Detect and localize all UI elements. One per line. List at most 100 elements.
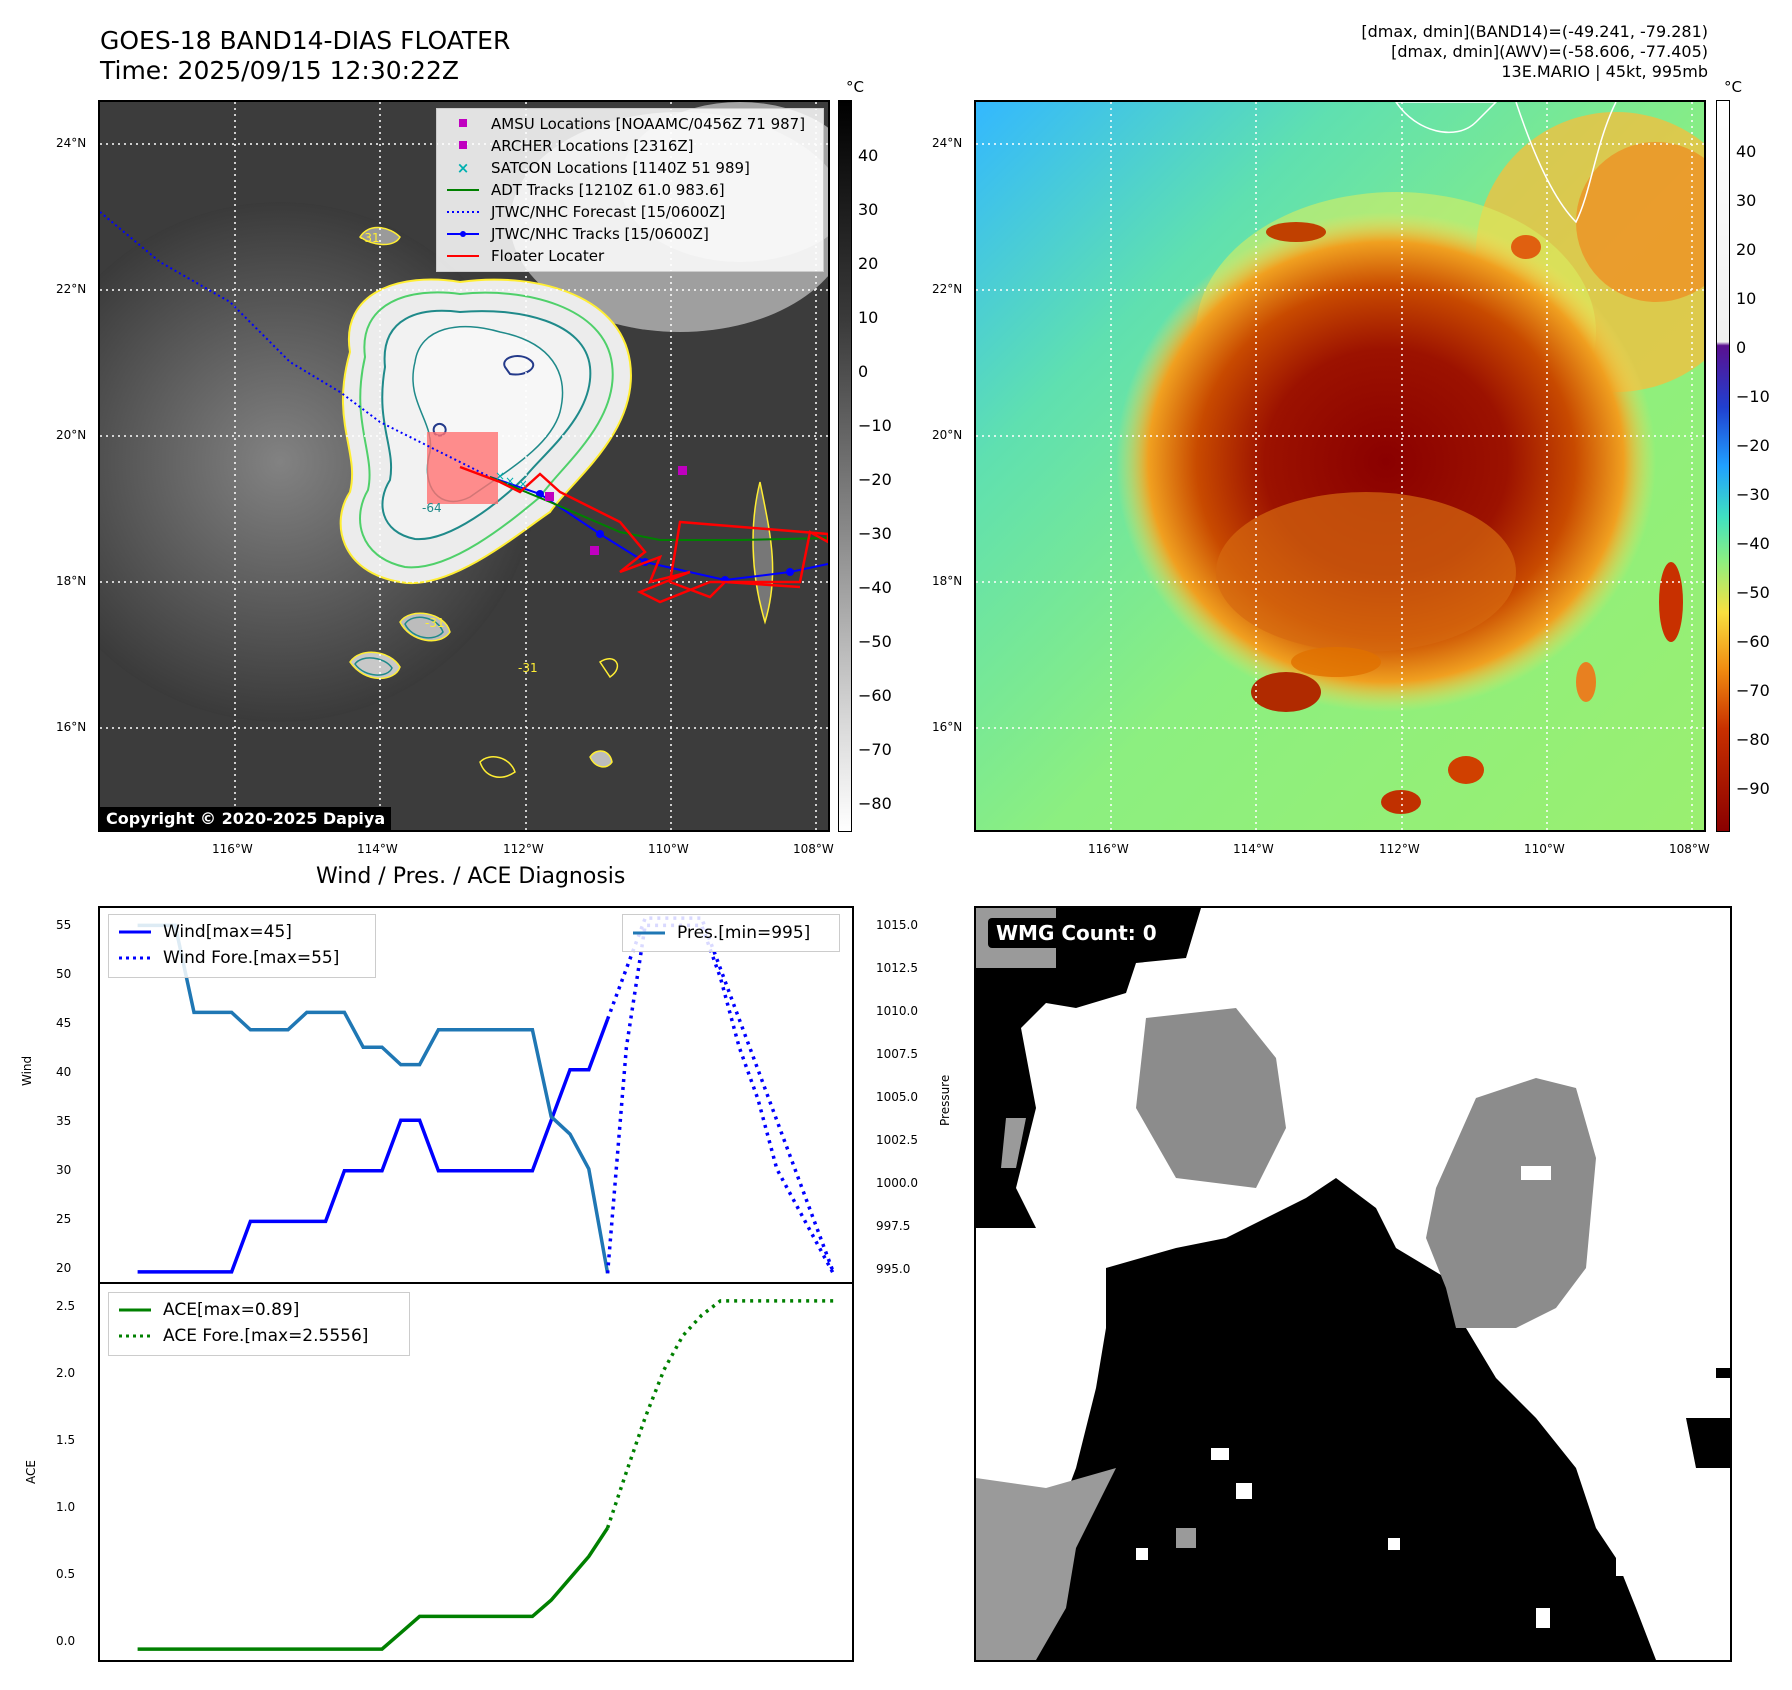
- colorbar1-tick: −70: [858, 740, 892, 759]
- svg-text:×: ×: [505, 474, 515, 488]
- legend-label: JTWC/NHC Tracks [15/0600Z]: [491, 225, 709, 243]
- colorbar1: [838, 100, 852, 832]
- windSvg-series-0: [137, 1018, 610, 1274]
- wind-legend: Wind[max=45] Wind Fore.[max=55]: [108, 914, 376, 978]
- wind-tick: 25: [56, 1212, 72, 1226]
- ace-tick: 1.0: [56, 1500, 76, 1514]
- dotted-line-icon: [117, 1326, 153, 1346]
- colorbar2-tick: −70: [1736, 681, 1770, 700]
- colorbar2-tick: 0: [1736, 338, 1747, 357]
- ace-panel: [98, 1282, 854, 1662]
- legend-label: ACE[max=0.89]: [163, 1300, 300, 1320]
- ace-tick: 0.0: [56, 1634, 76, 1648]
- colorbar1-tick: −80: [858, 794, 892, 813]
- awv-map-panel: [974, 100, 1706, 832]
- aceSvg-series-1: [605, 1299, 834, 1529]
- contour-label-4: -31: [518, 661, 538, 675]
- ace-legend: ACE[max=0.89] ACE Fore.[max=2.5556]: [108, 1292, 410, 1356]
- lon-label: 108°W: [793, 842, 834, 856]
- colorbar2-unit: °C: [1724, 78, 1742, 96]
- legend-label: ARCHER Locations [2316Z]: [491, 137, 694, 155]
- pres-tick: 1007.5: [876, 1047, 918, 1061]
- pres-tick: 1015.0: [876, 918, 918, 932]
- colorbar1-tick: −20: [858, 470, 892, 489]
- legend-item-floater: Floater Locater: [445, 245, 815, 267]
- lat-label: 16°N: [56, 720, 87, 734]
- legend-item-wind: Wind[max=45]: [117, 919, 367, 945]
- wind-tick: 35: [56, 1114, 72, 1128]
- colorbar2-tick: −90: [1736, 779, 1770, 798]
- svg-text:×: ×: [518, 477, 528, 491]
- pres-tick: 1000.0: [876, 1176, 918, 1190]
- colorbar2-tick: −30: [1736, 485, 1770, 504]
- ace-plot: [137, 1299, 834, 1651]
- lat-label: 24°N: [56, 136, 87, 150]
- lon-label: 116°W: [1088, 842, 1129, 856]
- legend-item-wind-fore: Wind Fore.[max=55]: [117, 945, 367, 971]
- legend-label: JTWC/NHC Forecast [15/0600Z]: [491, 203, 726, 221]
- wind-tick: 30: [56, 1163, 72, 1177]
- wind-tick: 45: [56, 1016, 72, 1030]
- solid-line-icon: [117, 1300, 153, 1320]
- legend-label: SATCON Locations [1140Z 51 989]: [491, 159, 750, 177]
- lat-label: 20°N: [56, 428, 87, 442]
- windSvg-series-1: [605, 923, 835, 1275]
- colorbar2-tick: −50: [1736, 583, 1770, 602]
- lat-label: 24°N: [932, 136, 963, 150]
- dmax-band14-text: [dmax, dmin](BAND14)=(-49.241, -79.281): [1361, 22, 1708, 41]
- x-marker-icon: ×: [456, 159, 470, 177]
- wind-pres-plot: [137, 916, 835, 1275]
- lon-label: 112°W: [1379, 842, 1420, 856]
- square-marker-icon: [445, 115, 481, 133]
- colorbar1-tick: 20: [858, 254, 879, 273]
- legend-item-ace: ACE[max=0.89]: [117, 1297, 401, 1323]
- ace-axis-label: ACE: [24, 1460, 38, 1484]
- ace-tick: 0.5: [56, 1567, 76, 1581]
- colorbar1-tick: 0: [858, 362, 869, 381]
- legend-item-adt: ADT Tracks [1210Z 61.0 983.6]: [445, 179, 815, 201]
- lon-label: 112°W: [503, 842, 544, 856]
- legend-item-pres: Pres.[min=995]: [631, 919, 831, 947]
- colorbar2-tick: 30: [1736, 191, 1757, 210]
- line-marker-icon: [445, 247, 481, 265]
- colorbar1-unit: °C: [846, 78, 864, 96]
- lat-label: 22°N: [56, 282, 87, 296]
- legend-label: ACE Fore.[max=2.5556]: [163, 1326, 369, 1346]
- colorbar2-tick: 10: [1736, 289, 1757, 308]
- lon-label: 108°W: [1669, 842, 1710, 856]
- dotted-line-icon: [117, 948, 153, 968]
- ace-tick: 2.0: [56, 1366, 76, 1380]
- legend-label: Pres.[min=995]: [677, 923, 811, 943]
- colorbar1-tick: 30: [858, 200, 879, 219]
- wmg-count-label: WMG Count: 0: [988, 918, 1165, 948]
- lon-label: 110°W: [648, 842, 689, 856]
- colorbar2-tick: 40: [1736, 142, 1757, 161]
- wmg-panel: WMG Count: 0: [974, 906, 1732, 1662]
- wind-tick: 20: [56, 1261, 72, 1275]
- aceSvg-series-0: [137, 1526, 610, 1651]
- legend-item-archer: ARCHER Locations [2316Z]: [445, 135, 815, 157]
- ace-tick: 2.5: [56, 1299, 76, 1313]
- colorbar2-tick: −60: [1736, 632, 1770, 651]
- pres-tick: 1005.0: [876, 1090, 918, 1104]
- colorbar1-tick: −30: [858, 524, 892, 543]
- lat-label: 20°N: [932, 428, 963, 442]
- storm-info-text: 13E.MARIO | 45kt, 995mb: [1501, 62, 1708, 81]
- colorbar2: [1716, 100, 1730, 832]
- colorbar1-tick: −10: [858, 416, 892, 435]
- line-marker-icon: [445, 181, 481, 199]
- legend-item-satcon: × SATCON Locations [1140Z 51 989]: [445, 157, 815, 179]
- colorbar1-tick: 40: [858, 146, 879, 165]
- legend-item-amsu: AMSU Locations [NOAAMC/0456Z 71 987]: [445, 113, 815, 135]
- legend-item-tracks: JTWC/NHC Tracks [15/0600Z]: [445, 223, 815, 245]
- lat-label: 22°N: [932, 282, 963, 296]
- lat-label: 18°N: [932, 574, 963, 588]
- pres-tick: 997.5: [876, 1219, 911, 1233]
- pres-tick: 995.0: [876, 1262, 911, 1276]
- dotted-line-icon: [445, 203, 481, 221]
- legend-label: Wind Fore.[max=55]: [163, 948, 340, 968]
- pressure-legend: Pres.[min=995]: [622, 914, 840, 952]
- diag-title: Wind / Pres. / ACE Diagnosis: [316, 864, 626, 889]
- colorbar2-tick: −20: [1736, 436, 1770, 455]
- legend-item-forecast: JTWC/NHC Forecast [15/0600Z]: [445, 201, 815, 223]
